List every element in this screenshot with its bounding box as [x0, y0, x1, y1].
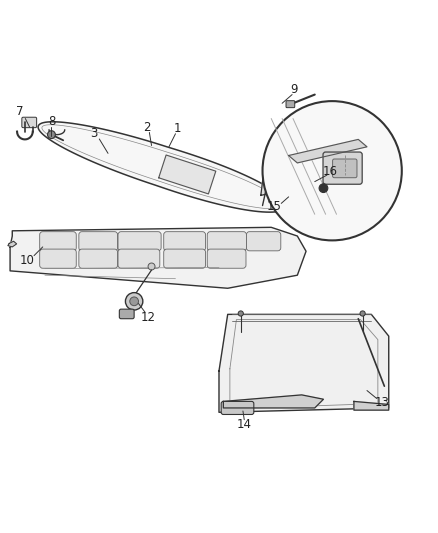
FancyBboxPatch shape — [207, 249, 246, 268]
FancyBboxPatch shape — [40, 232, 76, 251]
Circle shape — [262, 101, 402, 240]
FancyBboxPatch shape — [247, 232, 281, 251]
Circle shape — [238, 311, 244, 316]
FancyBboxPatch shape — [22, 117, 37, 128]
FancyBboxPatch shape — [79, 232, 117, 251]
Text: 12: 12 — [141, 311, 156, 324]
Circle shape — [47, 131, 55, 139]
Text: 7: 7 — [16, 106, 23, 118]
Polygon shape — [8, 241, 17, 247]
FancyBboxPatch shape — [164, 249, 205, 268]
Text: 16: 16 — [323, 165, 338, 178]
Polygon shape — [261, 176, 280, 196]
Text: 15: 15 — [266, 200, 281, 213]
FancyBboxPatch shape — [286, 101, 295, 108]
Text: 14: 14 — [237, 418, 252, 431]
FancyBboxPatch shape — [164, 232, 205, 251]
Text: 13: 13 — [374, 396, 389, 409]
Polygon shape — [289, 140, 367, 163]
Polygon shape — [10, 228, 306, 288]
FancyBboxPatch shape — [119, 309, 134, 319]
FancyBboxPatch shape — [118, 249, 160, 268]
FancyBboxPatch shape — [207, 232, 247, 251]
Text: 8: 8 — [48, 115, 55, 128]
Text: 1: 1 — [174, 122, 181, 135]
Circle shape — [125, 293, 143, 310]
Circle shape — [130, 297, 138, 305]
Polygon shape — [223, 395, 323, 408]
FancyBboxPatch shape — [79, 249, 117, 268]
Text: 10: 10 — [20, 254, 35, 268]
Polygon shape — [159, 155, 216, 194]
Text: 2: 2 — [143, 121, 151, 134]
Text: 3: 3 — [90, 127, 97, 140]
Circle shape — [148, 263, 155, 270]
FancyBboxPatch shape — [323, 152, 362, 184]
FancyBboxPatch shape — [40, 249, 76, 268]
FancyBboxPatch shape — [221, 401, 254, 415]
Circle shape — [268, 181, 276, 189]
Circle shape — [319, 184, 328, 192]
Polygon shape — [219, 314, 389, 413]
Text: 9: 9 — [290, 83, 297, 96]
Polygon shape — [354, 401, 389, 410]
FancyBboxPatch shape — [118, 232, 161, 251]
Circle shape — [360, 311, 365, 316]
FancyBboxPatch shape — [332, 159, 357, 177]
Polygon shape — [38, 122, 287, 212]
